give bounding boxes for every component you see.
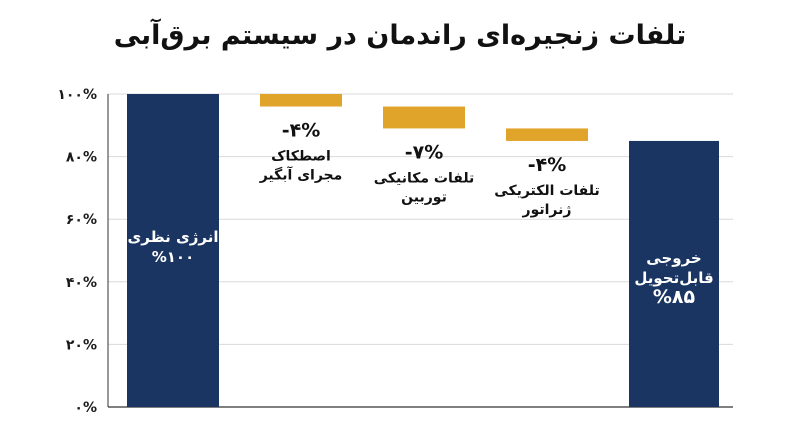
y-tick-label: ۰% — [74, 400, 97, 416]
y-tick-label: ۴۰% — [66, 275, 97, 291]
bar-label: خروجی — [646, 249, 701, 267]
loss-description-label: توربین — [401, 189, 447, 205]
total-bar — [629, 140, 719, 407]
loss-description-label: اصطکاک — [271, 149, 331, 165]
loss-bar — [260, 94, 342, 107]
bar-label: %۱۰۰ — [152, 248, 195, 266]
loss-bar — [506, 128, 588, 141]
y-tick-label: ۶۰% — [66, 212, 97, 228]
loss-bar — [383, 106, 465, 129]
y-tick-label: ۱۰۰% — [57, 87, 97, 103]
loss-description-label: تلفات الکتریکی — [494, 183, 599, 199]
y-tick-label: ۸۰% — [66, 150, 97, 166]
y-tick-label: ۲۰% — [66, 337, 97, 353]
chart-title: تلفات زنجیره‌ای راندمان در سیستم برق‌آبی — [113, 20, 687, 51]
total-bar — [127, 94, 219, 407]
bar-label: قابل‌تحویل — [634, 269, 713, 287]
loss-value-label: -۷% — [405, 141, 444, 163]
loss-value-label: -۴% — [528, 154, 567, 176]
bar-label: انرژی نظری — [127, 228, 218, 246]
loss-description-label: تلفات مکانیکی — [374, 170, 475, 186]
loss-description-label: مجرای آبگیر — [259, 166, 343, 184]
loss-value-label: -۴% — [282, 120, 321, 142]
bar-label: %۸۵ — [653, 286, 696, 308]
loss-description-label: ژنراتور — [522, 202, 572, 218]
